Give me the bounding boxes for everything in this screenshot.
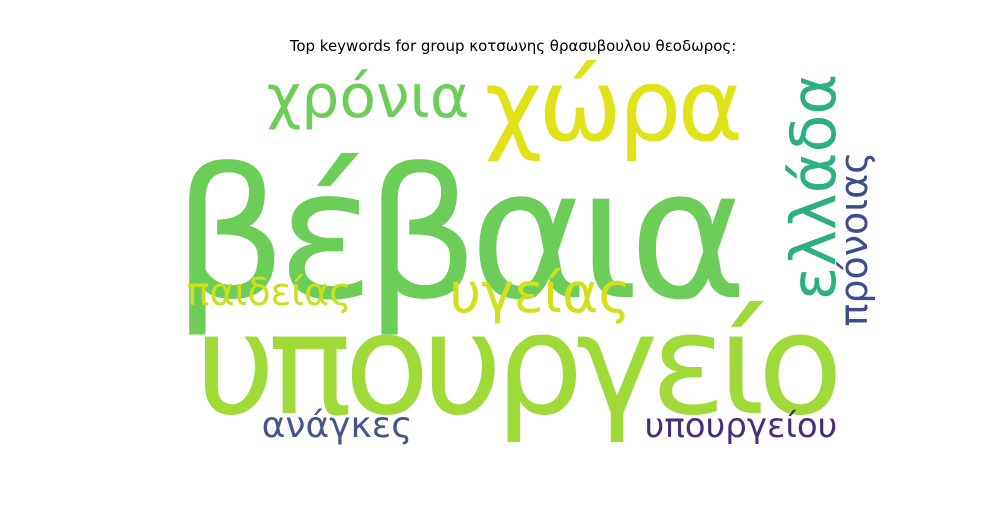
- word-6: υγείας: [449, 261, 630, 325]
- word-3: χώρα: [485, 47, 740, 164]
- chart-title: Top keywords for group κοτσωνης θρασυβου…: [289, 37, 737, 55]
- word-10: υπουργείου: [645, 406, 838, 446]
- word-4: χρόνια: [267, 62, 470, 132]
- word-5: ελλάδα: [777, 74, 850, 301]
- word-9: ανάγκες: [262, 405, 413, 446]
- word-7: πρόνοιας: [832, 152, 876, 327]
- word-1: βέβαια: [172, 131, 740, 340]
- word-2: υπουργείο: [195, 284, 836, 447]
- word-8: παιδείας: [187, 270, 352, 314]
